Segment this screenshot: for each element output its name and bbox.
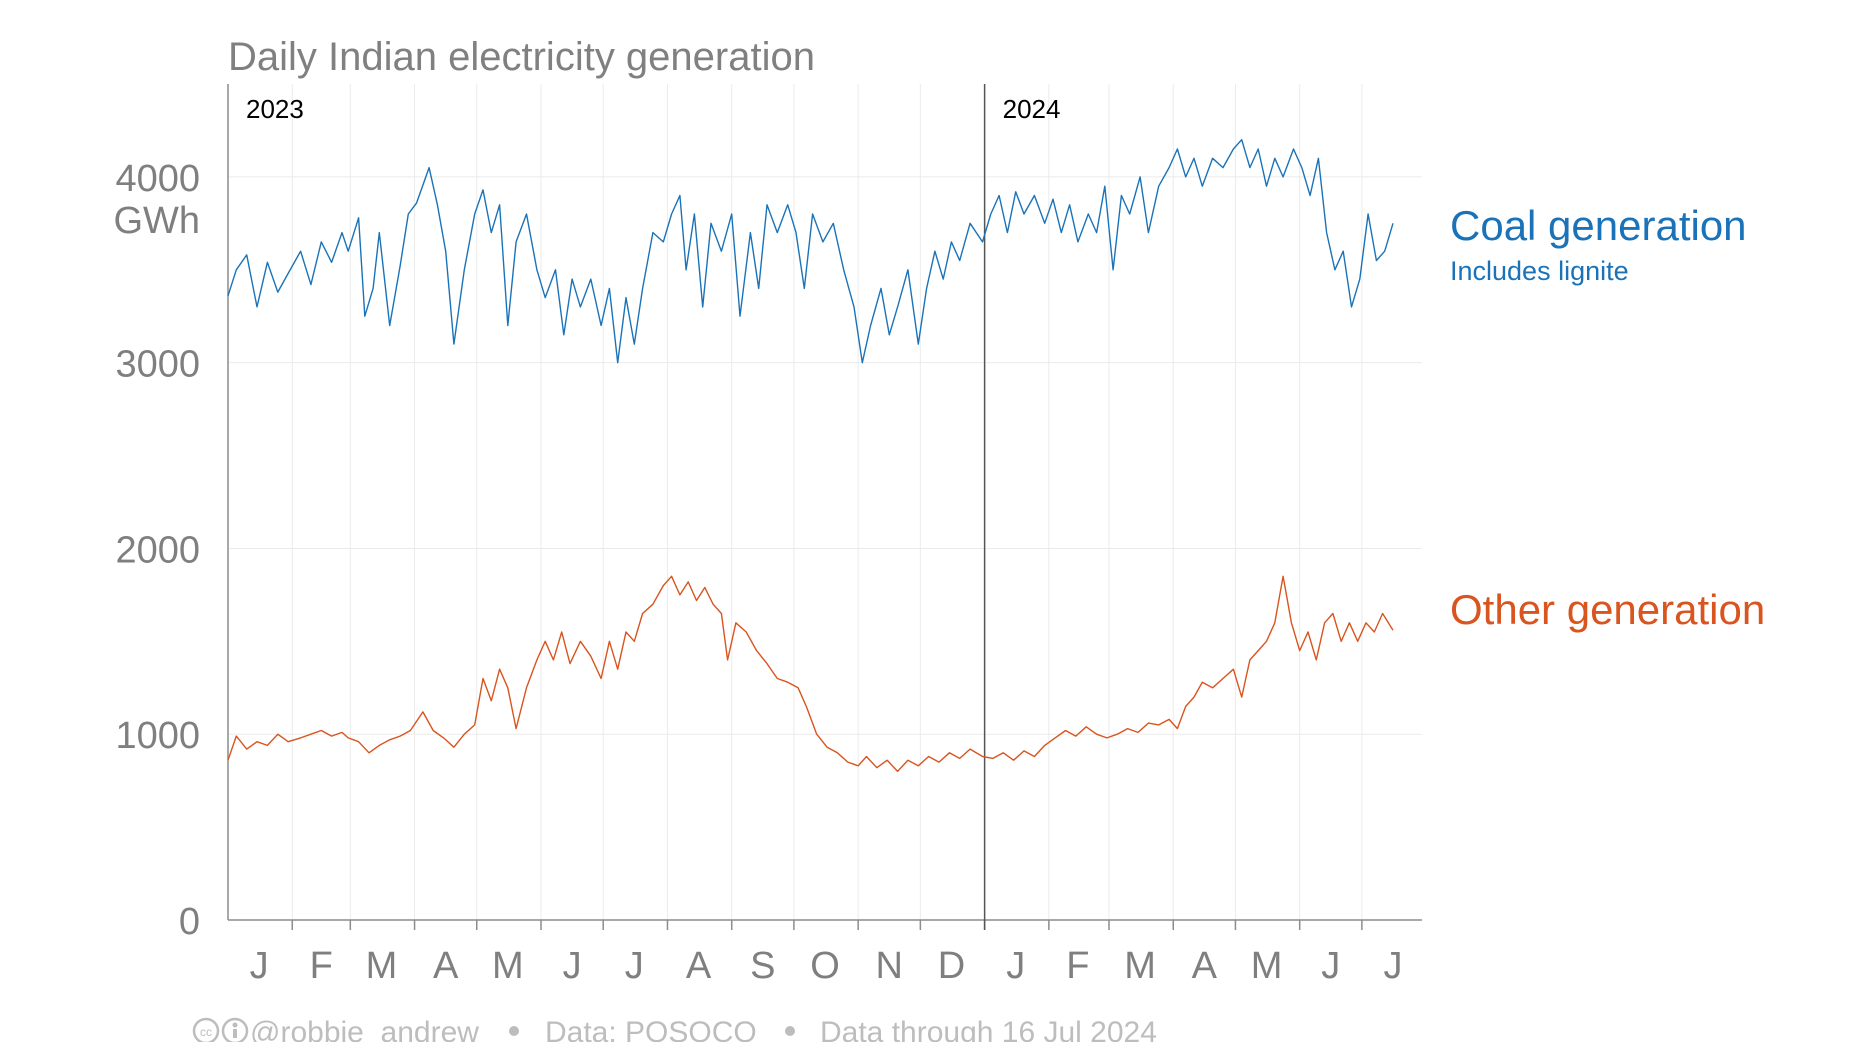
- footer-data-through: Data through 16 Jul 2024: [820, 1016, 1157, 1042]
- attribution-icon: [221, 1017, 249, 1042]
- x-tick-label: M: [1124, 945, 1156, 987]
- footer: cc @robbie_andrew Data: POSOCO Data thro…: [192, 1016, 1157, 1042]
- x-tick-label: A: [686, 945, 712, 987]
- x-tick-label: A: [433, 945, 459, 987]
- x-tick-label: M: [492, 945, 524, 987]
- svg-text:cc: cc: [200, 1025, 212, 1039]
- series-labels: Coal generation Includes lignite Other gen…: [1450, 202, 1765, 633]
- chart-title: Daily Indian electricity generation: [228, 35, 815, 79]
- x-tick-label: A: [1192, 945, 1218, 987]
- year-label: 2023: [246, 94, 304, 124]
- y-axis-unit: GWh: [113, 200, 200, 242]
- y-tick-label: 2000: [115, 529, 200, 571]
- series-line: [227, 138, 1394, 364]
- series-label: Other generation: [1450, 586, 1765, 633]
- year-label: 2024: [1003, 94, 1061, 124]
- x-tick-label: M: [1251, 945, 1283, 987]
- x-tick-label: F: [1066, 945, 1089, 987]
- y-tick-label: 1000: [115, 715, 200, 757]
- y-tick-label: 4000: [115, 158, 200, 200]
- x-tick-label: F: [310, 945, 333, 987]
- y-tick-label: 0: [179, 901, 200, 943]
- x-tick-label: J: [250, 945, 269, 987]
- x-tick-label: O: [810, 945, 840, 987]
- x-tick-label: J: [563, 945, 582, 987]
- x-tick-label: J: [1006, 945, 1025, 987]
- x-tick-label: D: [938, 945, 965, 987]
- x-tick-label: N: [876, 945, 903, 987]
- footer-separator: [509, 1026, 519, 1036]
- footer-handle: @robbie_andrew: [250, 1016, 479, 1042]
- footer-separator: [785, 1026, 795, 1036]
- x-tick-label: M: [366, 945, 398, 987]
- x-tick-label: J: [1383, 945, 1402, 987]
- series-label: Coal generation: [1450, 202, 1747, 249]
- series-lines: [227, 138, 1394, 773]
- y-tick-label: 3000: [115, 344, 200, 386]
- gridlines: [228, 84, 1422, 921]
- series-line: [227, 575, 1394, 773]
- creative-commons-icon: cc: [192, 1017, 220, 1042]
- x-tick-label: S: [750, 945, 775, 987]
- series-sublabel: Includes lignite: [1450, 256, 1629, 286]
- footer-source: Data: POSOCO: [545, 1016, 757, 1042]
- x-tick-label: J: [1321, 945, 1340, 987]
- year-markers: 2023 2024: [246, 84, 1060, 930]
- x-tick-label: J: [625, 945, 644, 987]
